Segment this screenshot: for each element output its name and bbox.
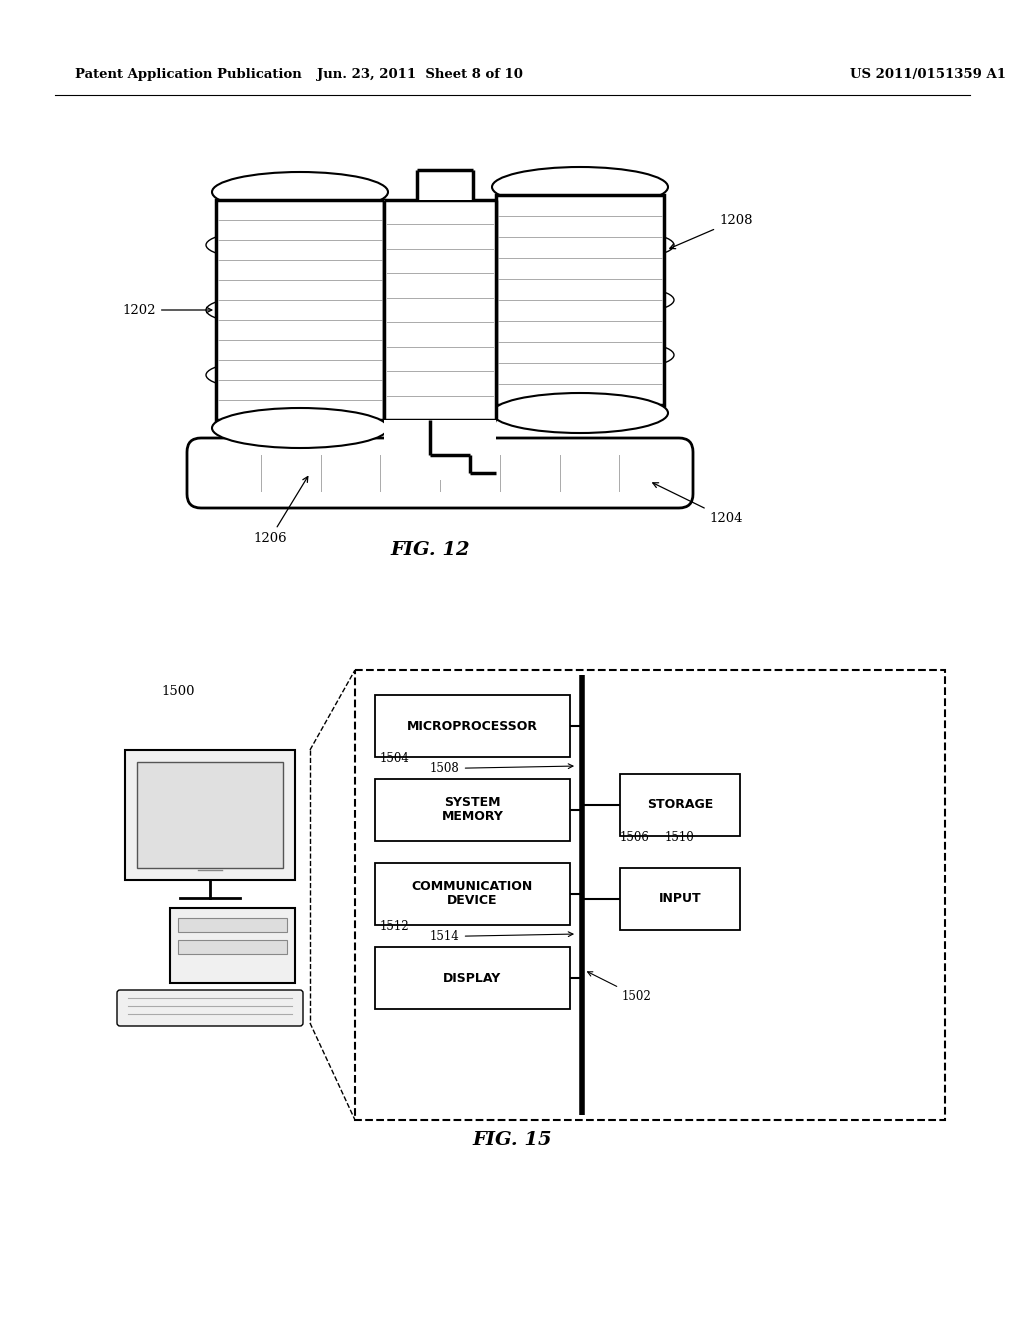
Text: INPUT: INPUT <box>658 892 701 906</box>
Bar <box>355 671 945 1119</box>
Ellipse shape <box>486 227 674 263</box>
Ellipse shape <box>212 408 388 447</box>
Text: 1208: 1208 <box>670 214 753 248</box>
Text: 1510: 1510 <box>665 832 694 843</box>
Ellipse shape <box>212 172 388 213</box>
Text: 1508: 1508 <box>430 762 573 775</box>
Text: 1506: 1506 <box>620 832 650 843</box>
Text: DISPLAY: DISPLAY <box>443 972 502 985</box>
Text: 1512: 1512 <box>380 920 410 933</box>
Bar <box>178 917 287 932</box>
Bar <box>216 201 384 420</box>
Text: 1500: 1500 <box>161 685 195 698</box>
Ellipse shape <box>486 337 674 374</box>
Bar <box>137 762 283 869</box>
Bar <box>384 420 496 480</box>
Ellipse shape <box>486 282 674 318</box>
Bar <box>620 869 740 931</box>
Bar <box>375 863 570 925</box>
Text: MICROPROCESSOR: MICROPROCESSOR <box>407 719 538 733</box>
Bar <box>375 696 570 756</box>
FancyBboxPatch shape <box>117 990 303 1026</box>
Bar <box>125 750 295 880</box>
Ellipse shape <box>206 292 394 327</box>
Bar <box>375 946 570 1008</box>
Text: 1206: 1206 <box>253 477 308 545</box>
Text: 1502: 1502 <box>588 972 651 1003</box>
Text: MEMORY: MEMORY <box>441 810 504 824</box>
Ellipse shape <box>492 393 668 433</box>
FancyBboxPatch shape <box>187 438 693 508</box>
Text: 1204: 1204 <box>652 483 742 525</box>
Text: Patent Application Publication: Patent Application Publication <box>75 69 302 81</box>
Text: COMMUNICATION: COMMUNICATION <box>412 880 534 894</box>
Bar <box>620 774 740 836</box>
Text: 1504: 1504 <box>380 752 410 766</box>
Bar <box>375 779 570 841</box>
Ellipse shape <box>206 356 394 393</box>
Text: FIG. 15: FIG. 15 <box>472 1131 552 1148</box>
Text: SYSTEM: SYSTEM <box>444 796 501 809</box>
Text: Jun. 23, 2011  Sheet 8 of 10: Jun. 23, 2011 Sheet 8 of 10 <box>317 69 523 81</box>
Text: 1514: 1514 <box>430 931 573 942</box>
Bar <box>384 201 496 420</box>
Ellipse shape <box>206 227 394 263</box>
Text: US 2011/0151359 A1: US 2011/0151359 A1 <box>850 69 1006 81</box>
Text: 1202: 1202 <box>123 304 212 317</box>
Text: STORAGE: STORAGE <box>647 799 713 812</box>
Ellipse shape <box>492 168 668 207</box>
Bar <box>178 940 287 954</box>
Bar <box>417 170 473 201</box>
Text: DEVICE: DEVICE <box>447 895 498 908</box>
Bar <box>170 908 295 983</box>
Bar <box>496 195 664 405</box>
Text: FIG. 12: FIG. 12 <box>390 541 470 558</box>
